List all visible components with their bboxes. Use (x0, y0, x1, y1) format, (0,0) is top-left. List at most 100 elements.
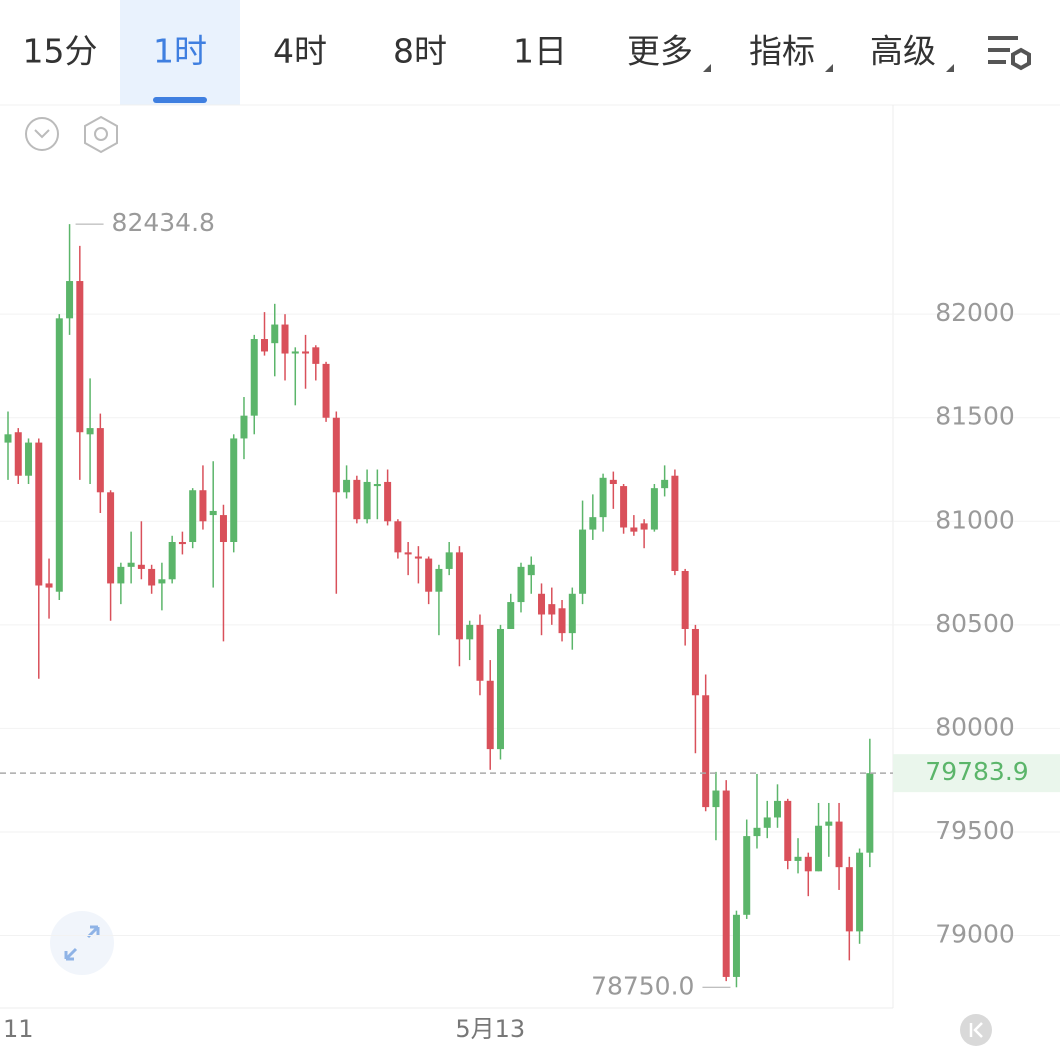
tab-label: 高级 (870, 32, 936, 71)
candle-body (363, 481, 371, 520)
candle-body (353, 479, 361, 520)
candle-body (148, 568, 156, 586)
candle-body (517, 566, 525, 603)
candle-body (671, 475, 679, 571)
candle-body (496, 628, 504, 750)
dropdown-marker (946, 64, 954, 72)
candle-body (96, 428, 104, 493)
tab[interactable]: 高级 (870, 32, 954, 73)
icon-circle (50, 911, 114, 975)
candle-body (568, 593, 576, 634)
tab-label: 指标 (749, 32, 815, 71)
settings-button[interactable] (84, 115, 118, 154)
candle-body (4, 434, 12, 443)
candle-body (35, 442, 43, 586)
tab[interactable]: 更多 (627, 32, 711, 73)
candle-body (45, 583, 53, 588)
icon-bar (988, 36, 1018, 40)
candle-body (794, 856, 802, 861)
tab-label: 1时 (153, 32, 207, 71)
y-tick-label: 80500 (935, 609, 1015, 638)
candle-body (261, 339, 268, 352)
tab-label: 1日 (513, 32, 567, 71)
icon-arrow (969, 1022, 983, 1038)
candle-body (599, 477, 607, 518)
tab-label: 8时 (393, 32, 447, 71)
tab[interactable]: 1日 (513, 32, 567, 71)
current-price-label: 79783.9 (925, 757, 1028, 786)
candle-body (425, 558, 433, 592)
y-tick-label: 80000 (935, 712, 1015, 741)
candle-body (158, 579, 166, 584)
candle-body (527, 564, 535, 576)
y-tick-label: 79500 (935, 816, 1015, 845)
candle-body (712, 790, 720, 808)
candle-body (199, 490, 207, 522)
candle-body (753, 827, 761, 837)
icon-hex (84, 115, 118, 154)
candle-body (702, 695, 710, 808)
candle-body (548, 604, 556, 615)
tab[interactable]: 1时 (120, 0, 240, 105)
icon-bar (988, 60, 1006, 64)
fullscreen-button[interactable] (50, 911, 114, 975)
candle-body (630, 527, 638, 532)
icon-circle (25, 117, 59, 151)
candle-body (650, 488, 658, 530)
candle-body (845, 867, 853, 932)
candle-body (302, 351, 310, 354)
candle-body (219, 515, 227, 543)
settings-icon[interactable] (988, 36, 1031, 71)
candle-body (774, 800, 781, 818)
tab-label: 15分 (23, 32, 98, 71)
candle-body (332, 417, 340, 493)
tab[interactable]: 8时 (393, 32, 447, 71)
dropdown-marker (703, 64, 711, 72)
icon-bar (988, 48, 1010, 52)
candle-body (763, 817, 771, 828)
candle-body (681, 570, 689, 629)
current-price-box (893, 754, 1060, 793)
candle-body (107, 492, 115, 584)
icon-dot (94, 127, 108, 141)
candle-body (538, 593, 546, 615)
candle-body (14, 432, 22, 476)
candle-body (466, 624, 474, 640)
candle-body (373, 484, 381, 487)
candle-body (414, 556, 422, 559)
candle-body (743, 836, 751, 915)
candle-body (784, 800, 792, 861)
collapse-button[interactable] (25, 117, 59, 151)
candle-body (76, 281, 84, 433)
candle-body (866, 773, 874, 853)
scroll-end-button[interactable] (960, 1014, 992, 1046)
candle-body (86, 428, 94, 435)
candle-body (343, 479, 351, 493)
candle-body (507, 602, 515, 629)
x-tick-label: 11 (3, 1015, 34, 1043)
tab-label: 4时 (273, 32, 327, 71)
candle-body (291, 351, 299, 354)
candle-body (609, 479, 617, 485)
candle-body (322, 363, 330, 418)
candle-body (558, 608, 566, 634)
tab[interactable]: 指标 (749, 32, 833, 73)
tab[interactable]: 4时 (273, 32, 327, 71)
candle-body (486, 680, 494, 750)
candle-body (178, 542, 186, 545)
high-label: 82434.8 (112, 208, 215, 237)
tab-bar: 15分 1时 4时 8时 1日 更多 指标 高级 (23, 0, 954, 105)
candle-body (209, 510, 217, 516)
candle-body (435, 568, 443, 592)
candle-body (732, 914, 740, 977)
candle-body (620, 486, 628, 528)
candle-body (25, 442, 33, 476)
candle-body (589, 517, 597, 530)
candle-body (240, 415, 248, 439)
tab[interactable]: 15分 (23, 32, 98, 71)
y-tick-label: 82000 (935, 298, 1015, 327)
candle-body (722, 790, 730, 977)
dropdown-marker (825, 64, 833, 72)
candle-body (579, 529, 587, 594)
